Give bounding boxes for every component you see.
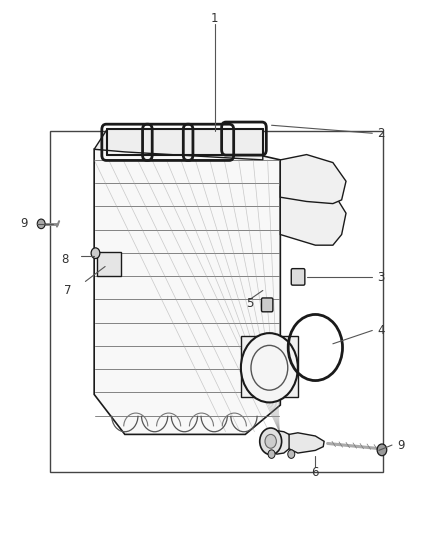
Text: 8: 8	[61, 253, 68, 266]
Text: 6: 6	[311, 466, 319, 479]
FancyBboxPatch shape	[291, 269, 305, 285]
Circle shape	[265, 434, 276, 448]
Polygon shape	[280, 181, 346, 245]
Text: 7: 7	[64, 284, 72, 297]
Circle shape	[268, 450, 275, 458]
Polygon shape	[280, 155, 346, 204]
Bar	[50, 131, 383, 472]
Polygon shape	[94, 149, 280, 434]
Polygon shape	[265, 431, 293, 454]
Text: 1: 1	[211, 12, 219, 25]
Circle shape	[288, 450, 295, 458]
Text: 9: 9	[20, 217, 28, 230]
Circle shape	[91, 248, 100, 259]
Text: 9: 9	[397, 439, 405, 451]
FancyBboxPatch shape	[261, 298, 273, 312]
Circle shape	[377, 444, 387, 456]
FancyBboxPatch shape	[97, 252, 121, 276]
Circle shape	[241, 333, 298, 402]
Text: 5: 5	[246, 297, 253, 310]
Circle shape	[260, 428, 282, 455]
Polygon shape	[94, 129, 263, 160]
Polygon shape	[289, 433, 324, 453]
Text: 3: 3	[378, 271, 385, 284]
Text: 4: 4	[377, 324, 385, 337]
Circle shape	[37, 219, 45, 229]
FancyBboxPatch shape	[241, 336, 298, 397]
Text: 2: 2	[377, 127, 385, 140]
